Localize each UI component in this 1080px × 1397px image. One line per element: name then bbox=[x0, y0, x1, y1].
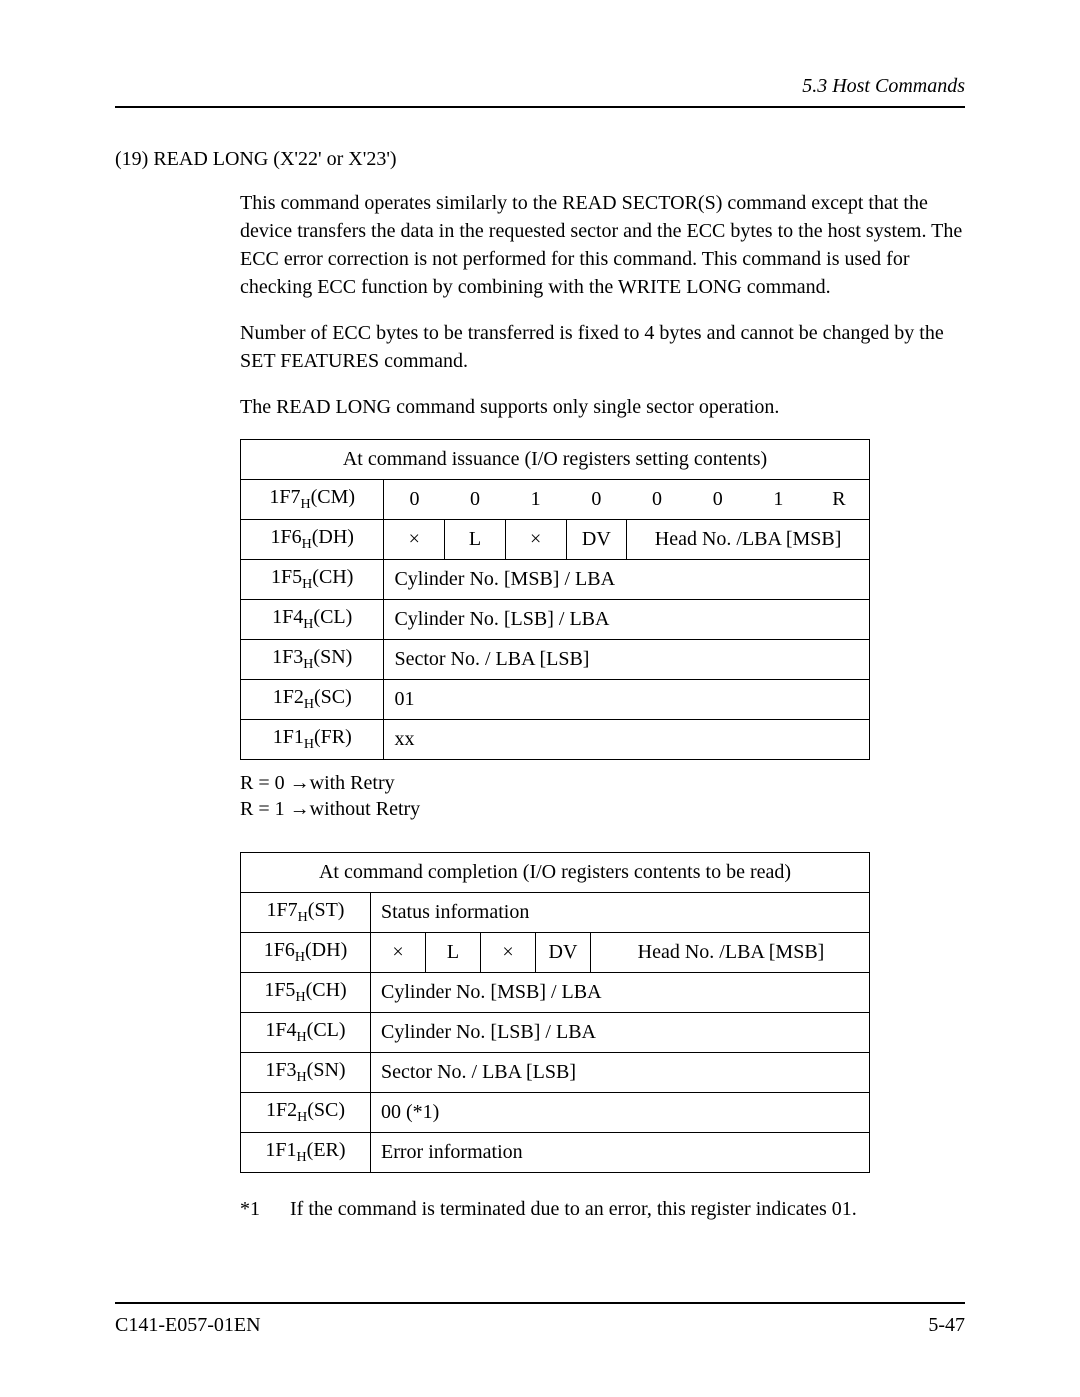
footnote-text: If the command is terminated due to an e… bbox=[290, 1198, 857, 1221]
table1-title: At command issuance (I/O registers setti… bbox=[241, 440, 870, 480]
cm-bit-2: 0 bbox=[687, 480, 748, 520]
reg-ch-1: 1F5H(CH) bbox=[241, 560, 384, 600]
dh2-bit-l: L bbox=[426, 933, 481, 973]
dh-bit-l: L bbox=[445, 520, 506, 560]
issuance-table-container: At command issuance (I/O registers setti… bbox=[240, 439, 965, 760]
cm-bit-0: R bbox=[809, 480, 870, 520]
reg-sn-1: 1F3H(SN) bbox=[241, 640, 384, 680]
dh2-bit-x1: × bbox=[371, 933, 426, 973]
section-label: 5.3 Host Commands bbox=[802, 75, 965, 97]
reg-er: 1F1H(ER) bbox=[241, 1133, 371, 1173]
reg-sn-2: 1F3H(SN) bbox=[241, 1053, 371, 1093]
section-title: (19) READ LONG (X'22' or X'23') bbox=[115, 148, 965, 171]
reg-dh-2: 1F6H(DH) bbox=[241, 933, 371, 973]
paragraph-2: Number of ECC bytes to be transferred is… bbox=[240, 319, 965, 375]
reg-sc-2: 1F2H(SC) bbox=[241, 1093, 371, 1133]
footer-doc: C141-E057-01EN bbox=[115, 1314, 261, 1337]
reg-ch-2: 1F5H(CH) bbox=[241, 973, 371, 1013]
dh-bit-x1: × bbox=[384, 520, 445, 560]
dh2-head: Head No. /LBA [MSB] bbox=[591, 933, 870, 973]
cm-bit-1: 1 bbox=[748, 480, 809, 520]
reg-cl-2: 1F4H(CL) bbox=[241, 1013, 371, 1053]
cm-bit-7: 0 bbox=[384, 480, 445, 520]
cm-bit-5: 1 bbox=[505, 480, 566, 520]
paragraph-3: The READ LONG command supports only sing… bbox=[240, 393, 965, 421]
ch-val-1: Cylinder No. [MSB] / LBA bbox=[384, 560, 870, 600]
sn-val-1: Sector No. / LBA [LSB] bbox=[384, 640, 870, 680]
cl-val-2: Cylinder No. [LSB] / LBA bbox=[371, 1013, 870, 1053]
reg-dh-1: 1F6H(DH) bbox=[241, 520, 384, 560]
footer-page: 5-47 bbox=[928, 1314, 965, 1337]
reg-cm: 1F7H(CM) bbox=[241, 480, 384, 520]
page-header: 5.3 Host Commands bbox=[115, 75, 965, 108]
cm-bit-4: 0 bbox=[566, 480, 627, 520]
footnote-marker: *1 bbox=[240, 1198, 290, 1221]
fr-val: xx bbox=[384, 720, 870, 760]
dh2-bit-dv: DV bbox=[536, 933, 591, 973]
dh-bit-dv: DV bbox=[566, 520, 627, 560]
completion-table: At command completion (I/O registers con… bbox=[240, 852, 870, 1173]
dh2-bit-x2: × bbox=[481, 933, 536, 973]
sc-val-1: 01 bbox=[384, 680, 870, 720]
er-val: Error information bbox=[371, 1133, 870, 1173]
paragraph-1: This command operates similarly to the R… bbox=[240, 189, 965, 301]
completion-table-container: At command completion (I/O registers con… bbox=[240, 852, 965, 1173]
cm-bit-6: 0 bbox=[445, 480, 506, 520]
reg-sc-1: 1F2H(SC) bbox=[241, 680, 384, 720]
cl-val-1: Cylinder No. [LSB] / LBA bbox=[384, 600, 870, 640]
ch-val-2: Cylinder No. [MSB] / LBA bbox=[371, 973, 870, 1013]
reg-fr: 1F1H(FR) bbox=[241, 720, 384, 760]
retry-note: R = 0 →with Retry R = 1 →without Retry bbox=[240, 770, 965, 822]
dh-head: Head No. /LBA [MSB] bbox=[627, 520, 870, 560]
table2-title: At command completion (I/O registers con… bbox=[241, 853, 870, 893]
st-val: Status information bbox=[371, 893, 870, 933]
cm-bit-3: 0 bbox=[627, 480, 688, 520]
issuance-table: At command issuance (I/O registers setti… bbox=[240, 439, 870, 760]
reg-st: 1F7H(ST) bbox=[241, 893, 371, 933]
retry-line-2: R = 1 →without Retry bbox=[240, 796, 965, 822]
dh-bit-x2: × bbox=[505, 520, 566, 560]
sc-val-2: 00 (*1) bbox=[371, 1093, 870, 1133]
footnote: *1 If the command is terminated due to a… bbox=[240, 1198, 965, 1221]
reg-cl-1: 1F4H(CL) bbox=[241, 600, 384, 640]
sn-val-2: Sector No. / LBA [LSB] bbox=[371, 1053, 870, 1093]
page-footer: C141-E057-01EN 5-47 bbox=[115, 1302, 965, 1337]
retry-line-1: R = 0 →with Retry bbox=[240, 770, 965, 796]
